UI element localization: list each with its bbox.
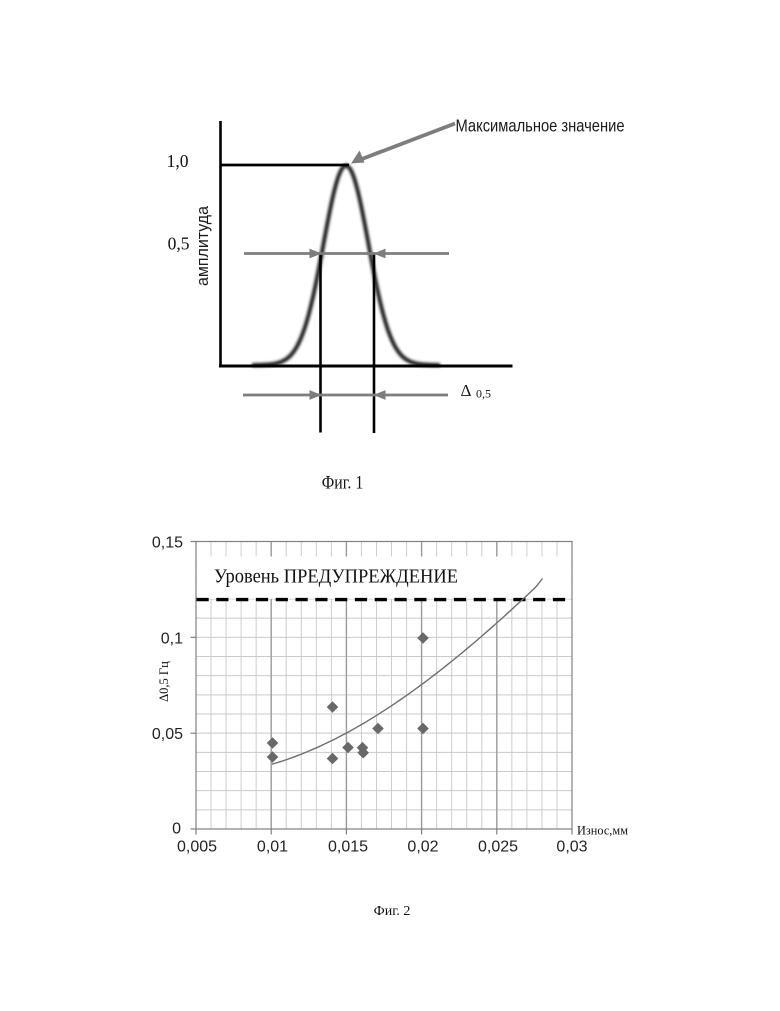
svg-text:0,025: 0,025	[478, 839, 518, 856]
svg-text:0,03: 0,03	[556, 839, 587, 856]
svg-text:Фиг. 2: Фиг. 2	[374, 904, 411, 919]
svg-text:0,15: 0,15	[152, 535, 183, 552]
svg-text:0,1: 0,1	[161, 631, 183, 648]
svg-text:0,01: 0,01	[257, 839, 288, 856]
svg-text:0,5: 0,5	[168, 234, 190, 254]
svg-text:0,015: 0,015	[328, 839, 368, 856]
svg-text:0: 0	[172, 821, 181, 838]
svg-text:Уровень ПРЕДУПРЕЖДЕНИЕ: Уровень ПРЕДУПРЕЖДЕНИЕ	[214, 566, 458, 588]
svg-text:0,02: 0,02	[407, 839, 438, 856]
svg-text:Максимальное значение: Максимальное значение	[456, 116, 625, 136]
svg-text:0,05: 0,05	[152, 726, 183, 743]
svg-text:0,005: 0,005	[177, 839, 217, 856]
svg-text:Δ: Δ	[461, 381, 472, 400]
svg-text:Фиг. 1: Фиг. 1	[322, 474, 364, 494]
svg-text:Δ0,5 Гц: Δ0,5 Гц	[157, 661, 171, 702]
svg-text:0,5: 0,5	[476, 387, 491, 401]
svg-text:Износ,мм: Износ,мм	[577, 823, 628, 838]
svg-text:амплитуда: амплитуда	[194, 205, 212, 286]
svg-text:1,0: 1,0	[167, 151, 189, 171]
